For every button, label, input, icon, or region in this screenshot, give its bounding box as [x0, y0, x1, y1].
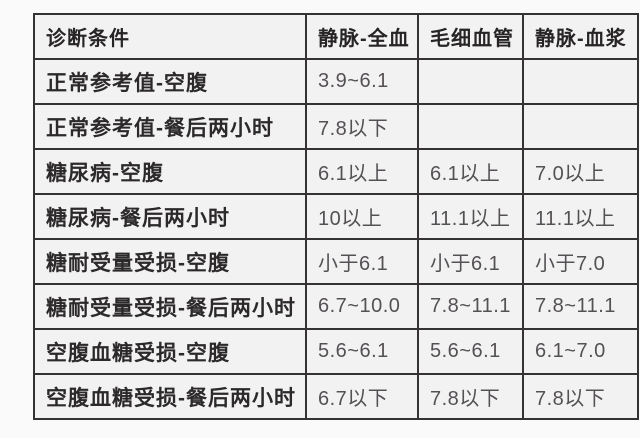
- value-cell: 6.1以上: [417, 148, 524, 195]
- value-cell: [522, 103, 639, 150]
- column-header-venous-plasma: 静脉-血浆: [522, 13, 639, 60]
- glucose-criteria-table-container: 诊断条件 静脉-全血 毛细血管 静脉-血浆 正常参考值-空腹 3.9~6.1 正…: [33, 13, 639, 420]
- table-row: 正常参考值-餐后两小时 7.8以下: [33, 103, 639, 150]
- row-label: 正常参考值-餐后两小时: [33, 103, 307, 150]
- table-row: 糖耐受量受损-餐后两小时 6.7~10.0 7.8~11.1 7.8~11.1: [33, 283, 639, 330]
- table-row: 空腹血糖受损-餐后两小时 6.7以下 7.8以下 7.8以下: [33, 373, 639, 420]
- value-cell: 5.6~6.1: [417, 328, 524, 375]
- value-cell: 5.6~6.1: [305, 328, 419, 375]
- value-cell: 10以上: [305, 193, 419, 240]
- table-row: 糖耐受量受损-空腹 小于6.1 小于6.1 小于7.0: [33, 238, 639, 285]
- value-cell: [417, 103, 524, 150]
- value-cell: 7.8以下: [522, 373, 639, 420]
- value-cell: 7.8~11.1: [522, 283, 639, 330]
- value-cell: 3.9~6.1: [305, 58, 419, 105]
- value-cell: 6.7以下: [305, 373, 419, 420]
- row-label: 正常参考值-空腹: [33, 58, 307, 105]
- value-cell: [417, 58, 524, 105]
- row-label: 糖尿病-餐后两小时: [33, 193, 307, 240]
- value-cell: 7.8以下: [417, 373, 524, 420]
- value-cell: 6.1~7.0: [522, 328, 639, 375]
- row-label: 糖耐受量受损-餐后两小时: [33, 283, 307, 330]
- value-cell: 小于7.0: [522, 238, 639, 285]
- value-cell: 11.1以上: [417, 193, 524, 240]
- column-header-venous-whole-blood: 静脉-全血: [305, 13, 419, 60]
- value-cell: 7.8~11.1: [417, 283, 524, 330]
- column-header-capillary: 毛细血管: [417, 13, 524, 60]
- value-cell: 7.8以下: [305, 103, 419, 150]
- value-cell: [522, 58, 639, 105]
- value-cell: 6.1以上: [305, 148, 419, 195]
- row-label: 空腹血糖受损-餐后两小时: [33, 373, 307, 420]
- value-cell: 7.0以上: [522, 148, 639, 195]
- header-row: 诊断条件 静脉-全血 毛细血管 静脉-血浆: [33, 13, 639, 60]
- table-row: 空腹血糖受损-空腹 5.6~6.1 5.6~6.1 6.1~7.0: [33, 328, 639, 375]
- table-row: 糖尿病-餐后两小时 10以上 11.1以上 11.1以上: [33, 193, 639, 240]
- glucose-criteria-table: 诊断条件 静脉-全血 毛细血管 静脉-血浆 正常参考值-空腹 3.9~6.1 正…: [33, 13, 639, 420]
- value-cell: 小于6.1: [417, 238, 524, 285]
- column-header-diagnostic-condition: 诊断条件: [33, 13, 307, 60]
- table-row: 正常参考值-空腹 3.9~6.1: [33, 58, 639, 105]
- table-row: 糖尿病-空腹 6.1以上 6.1以上 7.0以上: [33, 148, 639, 195]
- row-label: 糖尿病-空腹: [33, 148, 307, 195]
- row-label: 空腹血糖受损-空腹: [33, 328, 307, 375]
- value-cell: 小于6.1: [305, 238, 419, 285]
- row-label: 糖耐受量受损-空腹: [33, 238, 307, 285]
- value-cell: 6.7~10.0: [305, 283, 419, 330]
- value-cell: 11.1以上: [522, 193, 639, 240]
